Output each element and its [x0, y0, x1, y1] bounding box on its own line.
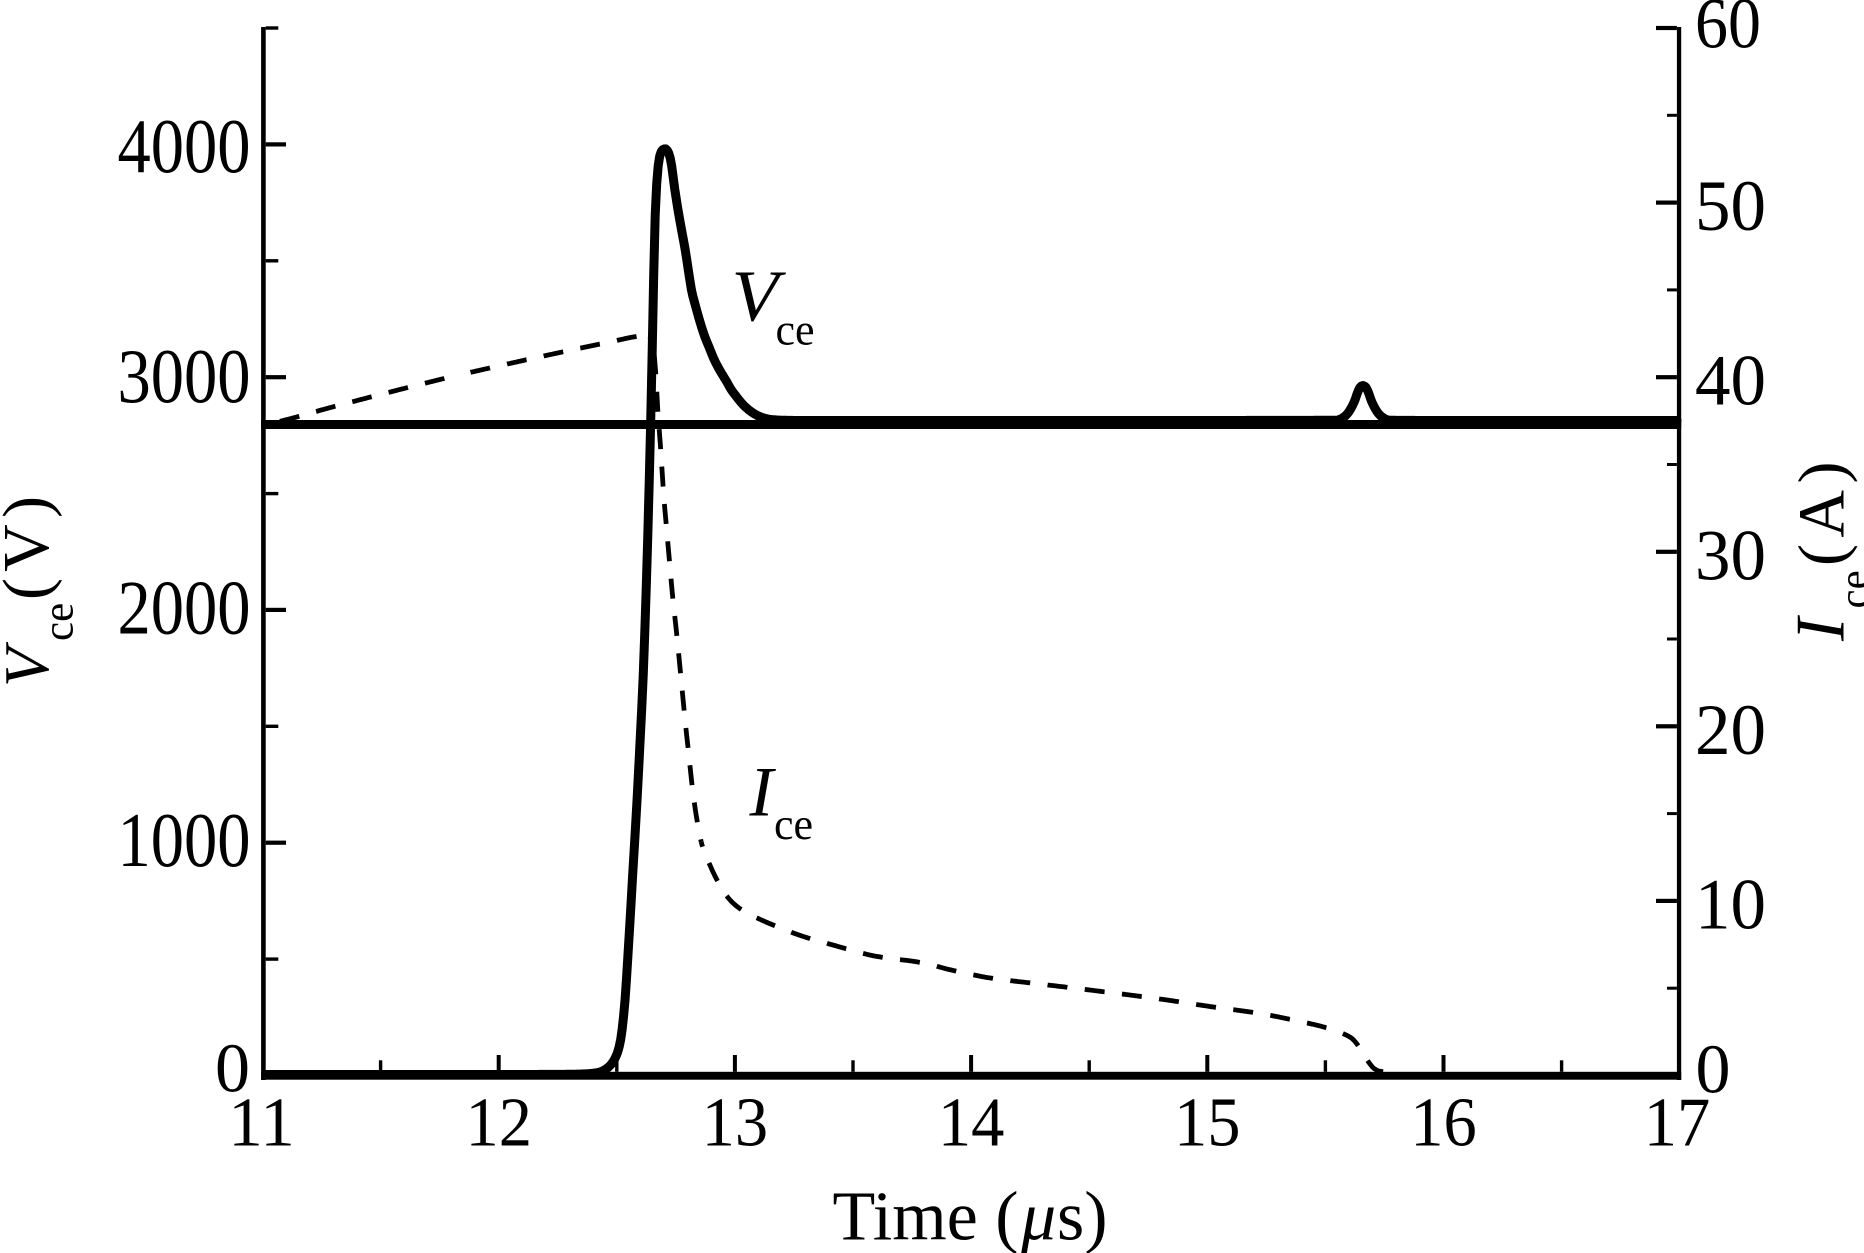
svg-text:ce: ce: [1832, 570, 1864, 608]
svg-text:50: 50: [1695, 166, 1766, 246]
svg-text:Time (: Time (: [833, 1179, 1019, 1253]
svg-text:14: 14: [938, 1085, 1005, 1162]
svg-text:I: I: [749, 753, 777, 831]
svg-text:15: 15: [1174, 1085, 1241, 1162]
svg-text:11: 11: [228, 1085, 295, 1162]
svg-text:4000: 4000: [118, 103, 251, 189]
svg-text:(A): (A): [1786, 462, 1859, 567]
svg-text:s): s): [1057, 1179, 1108, 1253]
svg-text:μ: μ: [1020, 1179, 1056, 1253]
svg-text:10: 10: [1695, 864, 1766, 944]
svg-text:0: 0: [1696, 1032, 1731, 1109]
svg-text:ce: ce: [774, 800, 813, 849]
svg-text:13: 13: [702, 1085, 769, 1162]
svg-text:12: 12: [465, 1085, 532, 1162]
svg-text:V: V: [732, 256, 787, 337]
svg-text:1000: 1000: [118, 797, 251, 883]
svg-text:2000: 2000: [118, 565, 251, 651]
svg-text:I: I: [1783, 614, 1860, 642]
svg-text:3000: 3000: [118, 333, 251, 419]
svg-text:0: 0: [215, 1031, 250, 1108]
svg-text:30: 30: [1695, 515, 1766, 595]
svg-text:17: 17: [1644, 1085, 1711, 1162]
svg-text:20: 20: [1695, 690, 1766, 770]
svg-text:ce: ce: [776, 305, 815, 354]
svg-text:16: 16: [1410, 1085, 1477, 1162]
svg-text:(V): (V): [0, 496, 63, 600]
svg-text:V: V: [0, 641, 62, 687]
svg-text:40: 40: [1695, 341, 1766, 421]
svg-text:ce: ce: [36, 603, 83, 641]
svg-text:60: 60: [1695, 0, 1761, 64]
